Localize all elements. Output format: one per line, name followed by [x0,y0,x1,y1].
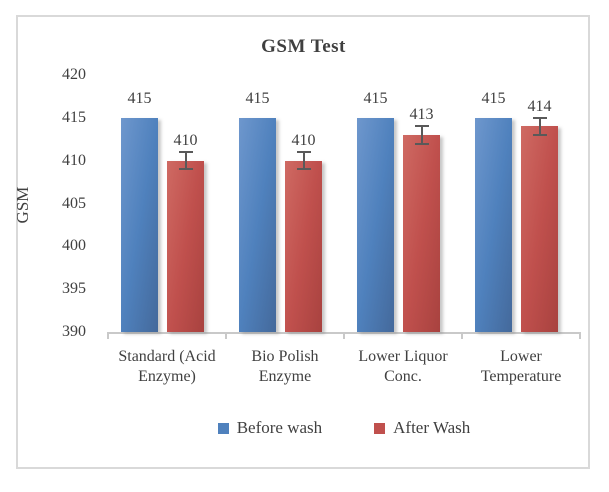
category-label-lower-liquor-conc: Lower Liquor Conc. [358,348,448,385]
error-bar-cap-bottom [178,168,193,171]
x-axis-tick [343,332,345,339]
x-axis-tick [461,332,463,339]
data-label-after-wash-bio-polish-enzyme: 410 [291,132,316,150]
bar-after-wash-standard-acid-enzyme [167,160,204,332]
error-bar-cap-top [178,151,193,154]
data-label-before-wash-standard-acid-enzyme: 415 [127,89,152,107]
error-bar-cap-bottom [414,142,429,145]
bar-before-wash-lower-liquor-conc [357,117,394,332]
y-axis-title: GSM [13,186,32,224]
bar-before-wash-lower-temperature [475,117,512,332]
y-tick-label-405: 405 [62,194,86,212]
chart-title: GSM Test [261,36,346,57]
data-label-before-wash-lower-liquor-conc: 415 [363,89,388,107]
legend-item-after-wash: After Wash [374,418,470,438]
legend-label-after-wash: After Wash [393,418,471,437]
bar-before-wash-standard-acid-enzyme [121,117,158,332]
data-label-after-wash-lower-liquor-conc: 413 [409,106,434,124]
legend: Before wash After Wash [108,416,580,440]
category-label-lower-temperature: Lower Temperature [480,348,562,385]
bar-after-wash-lower-liquor-conc [403,134,440,332]
y-tick-label-400: 400 [62,237,86,255]
y-tick-label-395: 395 [62,280,86,298]
y-tick-label-390: 390 [62,323,86,340]
y-tick-label-420: 420 [62,66,86,83]
bar-before-wash-bio-polish-enzyme [239,117,276,332]
data-label-before-wash-bio-polish-enzyme: 415 [245,89,270,107]
error-bar-cap-bottom [296,168,311,171]
category-label-bio-polish-enzyme: Bio Polish Enzyme [251,348,319,385]
y-tick-label-415: 415 [62,108,86,126]
error-bar-cap-bottom [532,133,547,136]
error-bar-line [420,126,423,144]
error-bar-cap-top [532,116,547,119]
error-bar-line [538,117,541,135]
error-bar-line [184,152,187,170]
error-bar-line [302,152,305,170]
bar-after-wash-lower-temperature [521,126,558,332]
legend-item-before-wash: Before wash [217,418,323,438]
error-bar-cap-top [414,125,429,128]
x-axis-tick [579,332,581,339]
x-axis-tick [225,332,227,339]
error-bar-cap-top [296,151,311,154]
legend-label-before-wash: Before wash [236,418,323,437]
category-label-standard-acid-enzyme: Standard (Acid Enzyme) [118,348,216,385]
data-label-after-wash-lower-temperature: 414 [527,97,552,115]
legend-swatch-before-wash-icon [217,422,229,434]
x-axis-tick [107,332,109,339]
data-label-after-wash-standard-acid-enzyme: 410 [173,132,198,150]
legend-swatch-after-wash-icon [374,422,386,434]
data-label-before-wash-lower-temperature: 415 [481,89,506,107]
bar-after-wash-bio-polish-enzyme [285,160,322,332]
y-tick-label-410: 410 [62,151,86,169]
